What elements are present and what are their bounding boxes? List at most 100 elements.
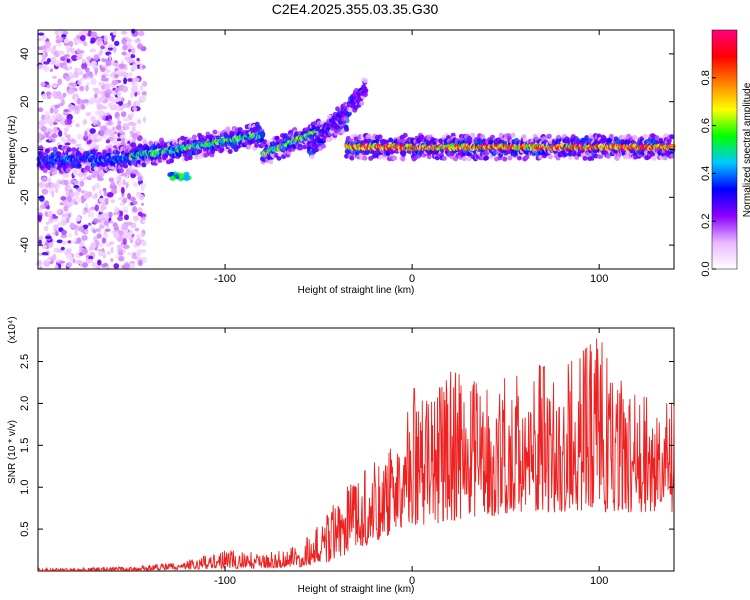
spectrogram-noise-cell bbox=[140, 202, 145, 206]
spectrogram-noise-cell bbox=[121, 223, 129, 231]
spectrogram-noise-cell bbox=[89, 48, 97, 53]
spectrogram-noise-cell bbox=[122, 123, 130, 128]
spectrogram-noise-cell bbox=[90, 78, 97, 86]
spectrogram-noise-cell bbox=[47, 242, 54, 248]
spectrogram-noise-cell bbox=[66, 44, 70, 51]
spectrogram-noise-cell bbox=[41, 244, 48, 249]
spectrogram-noise-cell bbox=[132, 206, 138, 212]
snr-scale-note: (x10⁴) bbox=[7, 316, 18, 343]
spectrogram-halo-cell bbox=[187, 155, 193, 161]
spectrogram-noise-cell bbox=[40, 45, 47, 51]
spectrogram-noise-cell bbox=[52, 45, 57, 51]
spectrogram-noise-cell bbox=[116, 124, 122, 130]
spectrogram-noise-cell bbox=[60, 246, 65, 251]
spectrogram-noise-cell bbox=[119, 244, 123, 250]
spectrogram-ytick-tick-label: 40 bbox=[19, 48, 31, 60]
spectrogram-halo-cell bbox=[246, 144, 252, 150]
spectrogram-noise-cell bbox=[77, 187, 82, 193]
spectrogram-noise-cell bbox=[55, 39, 62, 44]
spectrogram-noise-cell bbox=[122, 206, 129, 214]
spectrogram-noise-cell bbox=[89, 128, 96, 134]
spectrogram-ytick-tick-label: -40 bbox=[19, 237, 31, 253]
spectrogram-noise-cell bbox=[142, 65, 146, 69]
spectrogram-noise-cell bbox=[84, 229, 89, 235]
spectrogram-noise-cell bbox=[121, 30, 128, 35]
spectrogram-halo-cell bbox=[470, 132, 476, 138]
spectrogram-noise-cell bbox=[81, 248, 88, 256]
spectrogram-noise-cell bbox=[66, 58, 71, 63]
colorbar-tick-label: 0.6 bbox=[700, 118, 712, 133]
spectrogram-noise-cell bbox=[114, 40, 120, 47]
spectrogram-noise-cell bbox=[77, 97, 81, 105]
spectrogram-ytick-tick-label: -20 bbox=[19, 189, 31, 205]
spectrogram-ylabel: Frequency (Hz) bbox=[7, 116, 18, 185]
spectrogram-noise-cell bbox=[41, 176, 48, 183]
spectrogram-noise-cell bbox=[127, 100, 131, 107]
spectrogram-noise-cell bbox=[91, 185, 96, 192]
spectrogram-noise-cell bbox=[103, 35, 109, 43]
spectrogram-halo-cell bbox=[71, 147, 77, 153]
spectrogram-noise-cell bbox=[124, 214, 129, 221]
spectrogram-noise-cell bbox=[118, 101, 124, 106]
spectrogram-noise-cell bbox=[100, 219, 105, 227]
spectrogram-noise-cell bbox=[57, 50, 65, 55]
spectrogram-noise-cell bbox=[136, 237, 140, 244]
spectrogram-noise-cell bbox=[44, 133, 49, 138]
spectrogram-noise-cell bbox=[136, 252, 141, 258]
spectrogram-noise-cell bbox=[132, 215, 140, 220]
spectrogram-halo-cell bbox=[219, 147, 225, 153]
spectrogram-noise-cell bbox=[43, 61, 50, 65]
spectrogram-noise-cell bbox=[121, 85, 128, 93]
spectrogram-xtick-tick-label: 100 bbox=[590, 273, 608, 285]
spectrogram-noise-cell bbox=[98, 136, 103, 141]
spectrogram-noise-cell bbox=[131, 78, 136, 82]
spectrogram-noise-cell bbox=[81, 235, 88, 241]
spectrogram-halo-cell bbox=[377, 134, 383, 140]
spectrogram-noise-cell bbox=[66, 136, 71, 143]
spectrogram-noise-cell bbox=[96, 233, 102, 239]
spectrogram-noise-cell bbox=[105, 60, 112, 67]
spectrogram-noise-cell bbox=[123, 77, 128, 85]
spectrogram-halo-cell bbox=[50, 166, 56, 172]
spectrogram-noise-cell bbox=[143, 116, 146, 123]
spectrogram-noise-cell bbox=[140, 240, 147, 247]
spectrogram-noise-cell bbox=[96, 104, 104, 110]
spectrogram-noise-cell bbox=[134, 38, 142, 44]
spectrogram-noise-cell bbox=[74, 96, 78, 104]
spectrogram-noise-cell bbox=[123, 117, 130, 122]
spectrogram-noise-cell bbox=[110, 246, 114, 254]
spectrogram-blob-cell bbox=[178, 173, 185, 179]
spectrogram-noise-cell bbox=[92, 119, 98, 126]
spectrogram-cells bbox=[35, 28, 676, 271]
spectrogram-noise-cell bbox=[68, 88, 75, 95]
spectrogram-noise-cell bbox=[131, 28, 136, 34]
spectrogram-noise-cell bbox=[108, 177, 114, 183]
spectrogram-noise-cell bbox=[59, 260, 66, 264]
spectrogram-noise-cell bbox=[69, 222, 75, 229]
spectrogram-noise-cell bbox=[123, 230, 130, 236]
spectrogram-noise-cell bbox=[103, 262, 108, 267]
spectrogram-noise-cell bbox=[55, 230, 59, 237]
spectrogram-halo-cell bbox=[274, 135, 280, 141]
spectrogram-noise-cell bbox=[94, 193, 98, 198]
spectrogram-noise-cell bbox=[41, 34, 47, 41]
spectrogram-halo-cell bbox=[163, 153, 169, 159]
spectrogram-noise-cell bbox=[104, 45, 108, 52]
spectrogram-noise-cell bbox=[112, 46, 117, 53]
spectrogram-noise-cell bbox=[111, 35, 115, 42]
figure-title: C2E4.2025.355.03.35.G30 bbox=[272, 1, 439, 17]
spectrogram-noise-cell bbox=[64, 131, 67, 136]
spectrogram-halo-cell bbox=[148, 140, 154, 146]
spectrogram-halo-cell bbox=[254, 142, 260, 148]
spectrogram-noise-cell bbox=[46, 47, 51, 53]
spectrogram-noise-cell bbox=[69, 71, 73, 77]
spectrogram-noise-cell bbox=[43, 225, 49, 232]
spectrogram-noise-cell bbox=[142, 216, 146, 220]
spectrogram-noise-cell bbox=[70, 178, 76, 184]
spectrogram-noise-cell bbox=[112, 138, 118, 145]
spectrogram-noise-cell bbox=[85, 71, 93, 77]
spectrogram-noise-cell bbox=[114, 74, 119, 78]
spectrogram-noise-cell bbox=[112, 30, 117, 36]
spectrogram-noise-cell bbox=[115, 104, 122, 112]
spectrogram-noise-cell bbox=[81, 63, 88, 70]
